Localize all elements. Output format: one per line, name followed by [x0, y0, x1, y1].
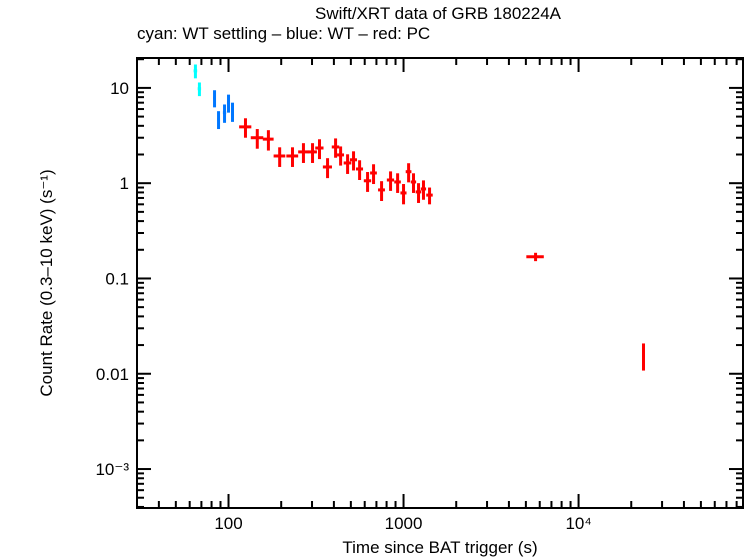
plot-frame [136, 57, 744, 509]
y-tick-label: 1 [120, 174, 129, 193]
data-point [331, 138, 340, 158]
y-tick-label: 10 [110, 79, 129, 98]
data-point [394, 173, 401, 193]
y-tick-label: 0.01 [96, 365, 129, 384]
data-point [378, 181, 385, 202]
x-axis-label: Time since BAT trigger (s) [342, 538, 537, 557]
data-point [405, 163, 412, 183]
data-point [193, 64, 198, 79]
y-tick-label: 10⁻³ [95, 460, 129, 479]
data-point [273, 147, 286, 167]
data-point [231, 102, 235, 122]
data-point [642, 343, 646, 371]
axis-ticks: 100 1000 10⁴ 10 1 0.1 0.01 10⁻³ [95, 58, 743, 533]
chart-subtitle: cyan: WT settling – blue: WT – red: PC [137, 24, 431, 43]
data-point [337, 146, 345, 166]
data-point [307, 143, 317, 163]
x-tick-label: 100 [214, 514, 242, 533]
data-point [349, 151, 357, 171]
y-axis-label: Count Rate (0.3–10 keV) (s⁻¹) [37, 169, 56, 396]
x-tick-label: 10⁴ [565, 514, 591, 533]
data-point [298, 143, 309, 163]
data-point [197, 82, 202, 97]
y-tick-label: 0.1 [105, 269, 129, 288]
data-point [420, 180, 427, 200]
data-point [363, 172, 372, 192]
x-tick-label: 1000 [385, 514, 423, 533]
data-point [322, 158, 332, 179]
chart-title: Swift/XRT data of GRB 180224A [314, 4, 561, 23]
data-point [239, 118, 252, 138]
data-point [343, 154, 352, 174]
data-point [400, 184, 407, 205]
data-point [250, 129, 264, 149]
data-point [213, 90, 217, 108]
data-point [426, 187, 433, 205]
data-point [286, 147, 299, 167]
data-point [386, 171, 395, 191]
data-point [315, 139, 324, 160]
data-point [370, 164, 377, 185]
data-point [410, 173, 417, 193]
data-point [355, 160, 364, 181]
data-point [415, 183, 422, 203]
data-points [193, 64, 646, 371]
data-point [226, 94, 231, 113]
data-point [222, 104, 227, 123]
data-point [526, 252, 544, 262]
data-point [217, 111, 221, 130]
data-point [262, 130, 274, 151]
